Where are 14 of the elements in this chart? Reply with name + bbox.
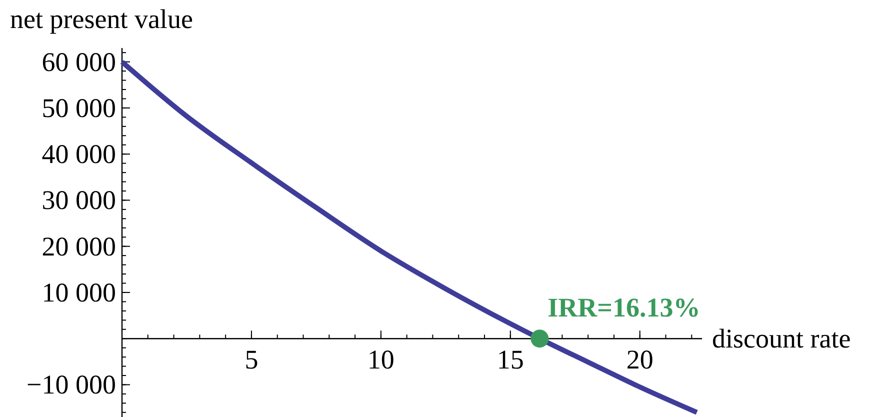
- y-tick-label: 30 000: [42, 185, 116, 216]
- annotation: IRR=16.13%: [548, 292, 700, 323]
- x-tick-label: 15: [496, 344, 524, 375]
- y-tick-label: 10 000: [42, 277, 116, 308]
- y-tick-label: 60 000: [42, 46, 116, 77]
- y-tick-label: 40 000: [42, 139, 116, 170]
- x-tick-label: 5: [244, 344, 258, 375]
- x-tick-label: 10: [367, 344, 394, 375]
- x-tick-label: 20: [626, 344, 654, 375]
- y-tick-label: −10 000: [26, 370, 116, 400]
- y-tick-label: 20 000: [42, 231, 116, 262]
- y-axis-title: net present value: [10, 4, 193, 34]
- y-tick-label: 50 000: [42, 92, 116, 123]
- x-axis-title: discount rate: [712, 324, 851, 354]
